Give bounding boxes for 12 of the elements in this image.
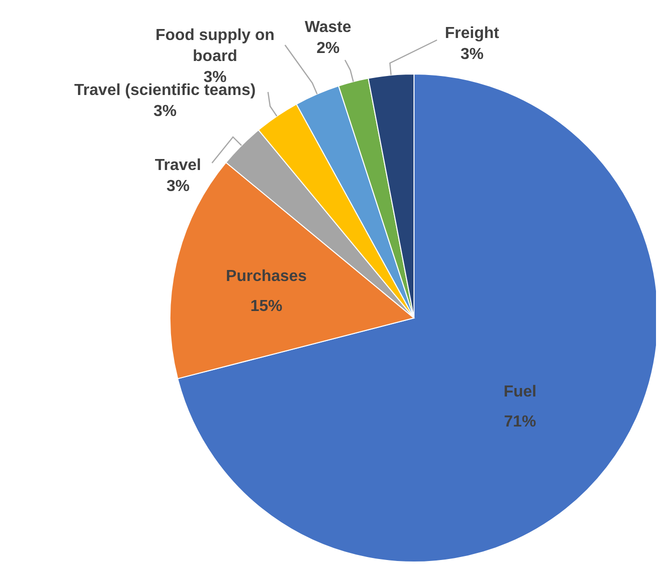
data-label: 3%: [166, 178, 190, 195]
slice-label: Freight: [444, 25, 500, 42]
slice-label: Fuel: [504, 383, 536, 400]
data-label: 2%: [316, 40, 340, 57]
data-label: 15%: [250, 298, 282, 315]
data-label: 3%: [153, 103, 177, 120]
slice-label: Food supply on board: [155, 27, 275, 65]
slice-label: Travel: [154, 157, 202, 174]
data-label: 3%: [460, 46, 484, 63]
slice-label: Waste: [304, 19, 352, 36]
slice-label: Purchases: [226, 268, 307, 285]
data-label: 71%: [504, 413, 536, 430]
